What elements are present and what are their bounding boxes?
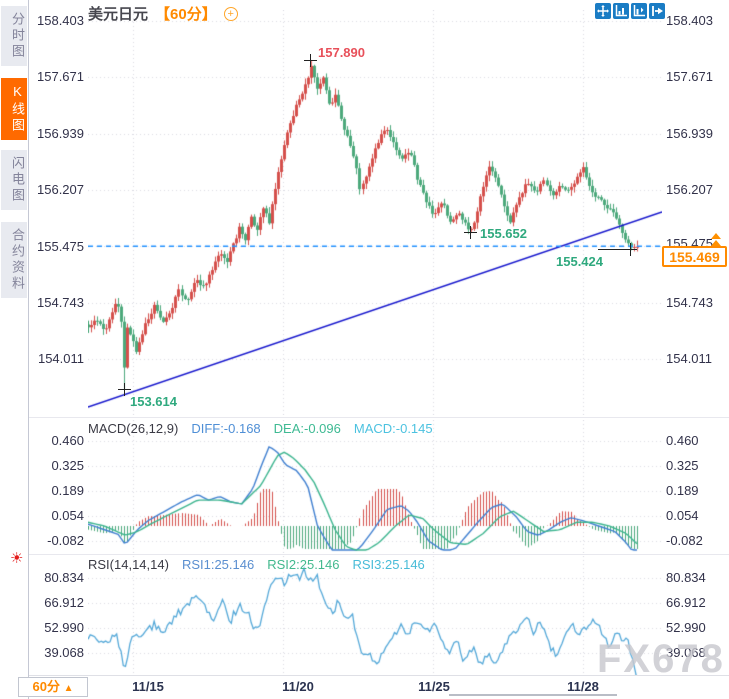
price-up-arrows-icon: [711, 233, 721, 247]
rsi1-value: RSI1:25.146: [181, 557, 255, 572]
support-low-cross-marker: [464, 226, 477, 239]
rsi-header: RSI(14,14,14) RSI1:25.146 RSI2:25.146 RS…: [88, 557, 425, 572]
price-axis-label: 156.939: [37, 126, 84, 141]
macd-diff-value: DIFF:-0.168: [191, 421, 261, 436]
interval-selector-button[interactable]: 60分 ▲: [18, 677, 88, 697]
macd-axis-label: 0.460: [666, 433, 699, 448]
x-axis-date: 11/28: [567, 679, 599, 694]
high-price-annotation: 157.890: [318, 45, 365, 60]
last-low-cross-marker: [624, 243, 637, 256]
last-low-marker-line: [598, 249, 631, 250]
rsi-axis-label: 80.834: [666, 570, 706, 585]
sidebar-tab-contract-info[interactable]: 合约资料: [1, 222, 27, 298]
rsi-axis-label: 80.834: [44, 570, 84, 585]
rsi-axis-label: 52.990: [44, 620, 84, 635]
rsi3-value: RSI3:25.146: [352, 557, 425, 572]
horizontal-scrollbar[interactable]: [449, 694, 617, 696]
rsi-title: RSI(14,14,14): [88, 557, 169, 572]
price-axis-label: 158.403: [666, 13, 713, 28]
swing-low-cross-marker: [118, 383, 131, 396]
macd-dea-value: DEA:-0.096: [273, 421, 341, 436]
macd-axis-label: 0.054: [51, 508, 84, 523]
indicator-settings-icon[interactable]: ☀: [10, 550, 24, 567]
rsi-axis-label: 52.990: [666, 620, 706, 635]
rsi2-value: RSI2:25.146: [267, 557, 340, 572]
price-axis-label: 157.671: [37, 69, 84, 84]
price-chart-canvas[interactable]: [88, 10, 662, 415]
macd-axis-label: 0.189: [666, 483, 699, 498]
macd-axis-label: 0.460: [51, 433, 84, 448]
price-axis-label: 156.207: [666, 182, 713, 197]
price-axis-label: 154.011: [37, 351, 84, 366]
macd-axis-label: 0.189: [51, 483, 84, 498]
macd-header: MACD(26,12,9) DIFF:-0.168 DEA:-0.096 MAC…: [88, 421, 433, 436]
macd-axis-label: 0.054: [666, 508, 699, 523]
current-price-badge: 155.469: [662, 246, 727, 267]
swing-low-annotation: 153.614: [130, 394, 177, 409]
rsi-axis-label: 39.068: [666, 645, 706, 660]
fx678-watermark: FX678: [597, 637, 725, 681]
macd-axis-label: -0.082: [666, 533, 703, 548]
support-low-annotation: 155.652: [480, 226, 527, 241]
macd-chart-canvas[interactable]: [88, 420, 662, 553]
price-axis-label: 158.403: [37, 13, 84, 28]
footer-divider: [29, 675, 729, 676]
interval-label: 60分: [32, 679, 60, 694]
rsi-chart-canvas[interactable]: [88, 556, 662, 675]
sidebar-tab-lightning[interactable]: 闪电图: [1, 150, 27, 210]
rsi-axis-label: 39.068: [44, 645, 84, 660]
interval-arrow-icon: ▲: [63, 683, 74, 694]
rsi-axis-label: 66.912: [666, 595, 706, 610]
price-axis-label: 154.743: [666, 295, 713, 310]
macd-title: MACD(26,12,9): [88, 421, 179, 436]
price-axis-label: 154.011: [666, 351, 713, 366]
sidebar-tab-candlestick[interactable]: K线图: [1, 78, 27, 140]
macd-axis-label: 0.325: [51, 458, 84, 473]
rsi-axis-label: 66.912: [44, 595, 84, 610]
last-low-annotation: 155.424: [556, 254, 603, 269]
x-axis-date: 11/15: [132, 679, 164, 694]
price-axis-label: 154.743: [37, 295, 84, 310]
price-axis-label: 157.671: [666, 69, 713, 84]
price-macd-divider: [29, 417, 729, 418]
price-axis-label: 155.475: [37, 239, 84, 254]
sidebar-tab-timeline[interactable]: 分时图: [1, 6, 27, 66]
high-cross-marker: [304, 54, 317, 67]
price-axis-label: 156.207: [37, 182, 84, 197]
macd-axis-label: 0.325: [666, 458, 699, 473]
sidebar: 分时图 K线图 闪电图 合约资料 ☀: [0, 0, 29, 699]
price-axis-label: 156.939: [666, 126, 713, 141]
x-axis-date: 11/25: [418, 679, 450, 694]
macd-axis-label: -0.082: [47, 533, 84, 548]
macd-rsi-divider: [29, 554, 729, 555]
x-axis-date: 11/20: [282, 679, 314, 694]
macd-macd-value: MACD:-0.145: [353, 421, 433, 436]
